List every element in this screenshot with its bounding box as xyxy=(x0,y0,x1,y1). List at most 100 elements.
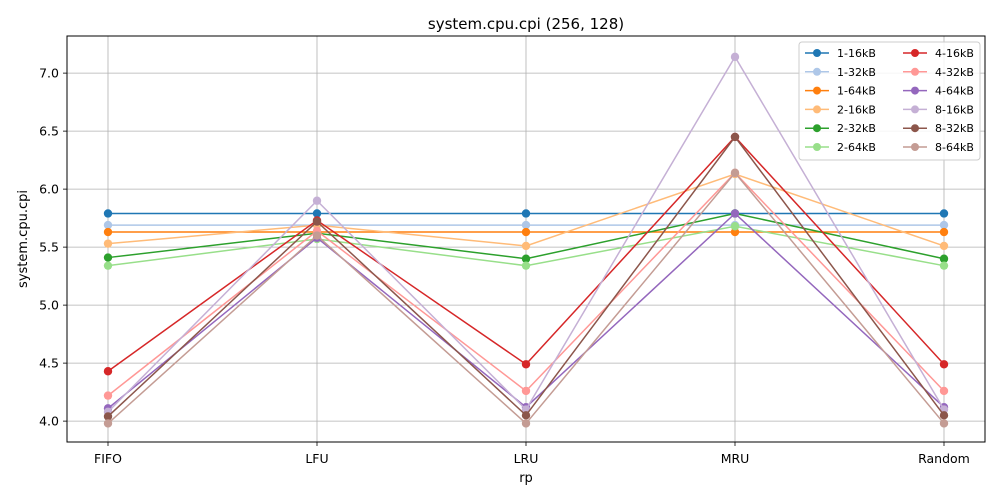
data-point xyxy=(521,227,531,237)
legend-item: 1-16kB xyxy=(805,47,876,60)
data-point xyxy=(939,386,949,396)
data-point xyxy=(521,386,531,396)
y-tick-label: 5.5 xyxy=(39,240,59,255)
legend-marker xyxy=(911,86,919,95)
data-point xyxy=(521,360,531,369)
legend-label: 4-16kB xyxy=(935,47,974,60)
data-point xyxy=(103,367,113,376)
data-point xyxy=(103,391,113,400)
y-tick-label: 4.0 xyxy=(39,414,59,429)
legend-item: 8-64kB xyxy=(903,141,974,154)
data-point xyxy=(730,168,740,178)
legend-label: 1-32kB xyxy=(837,66,876,79)
data-point xyxy=(312,217,322,226)
x-tick-label: MRU xyxy=(721,451,750,466)
legend-label: 8-32kB xyxy=(935,122,974,135)
legend-item: 8-32kB xyxy=(903,122,974,135)
series-8-64kB xyxy=(103,168,949,428)
data-point xyxy=(730,52,740,62)
legend-item: 1-64kB xyxy=(805,85,876,98)
legend-label: 2-64kB xyxy=(837,141,876,154)
data-point xyxy=(730,227,740,237)
x-axis-label: rp xyxy=(519,471,533,486)
legend-marker xyxy=(911,67,919,76)
y-tick-label: 6.5 xyxy=(39,124,59,139)
legend-item: 2-16kB xyxy=(805,103,876,116)
series-layer xyxy=(103,52,949,428)
legend-marker xyxy=(813,67,821,76)
legend-label: 2-16kB xyxy=(837,103,876,116)
series-8-32kB xyxy=(103,132,949,421)
legend-item: 4-32kB xyxy=(903,66,974,79)
legend-label: 4-64kB xyxy=(935,85,974,98)
data-point xyxy=(939,227,949,237)
data-point xyxy=(521,220,531,230)
data-point xyxy=(103,227,113,237)
y-tick-label: 5.0 xyxy=(39,298,59,313)
x-tick-label: Random xyxy=(918,451,970,466)
legend-label: 8-64kB xyxy=(935,141,974,154)
data-point xyxy=(103,220,113,230)
data-point xyxy=(103,419,113,428)
x-axis: FIFO LFU LRU MRU Random xyxy=(94,442,970,466)
data-point xyxy=(521,411,531,420)
data-point xyxy=(939,261,949,270)
data-point xyxy=(312,209,322,218)
legend-label: 1-64kB xyxy=(837,85,876,98)
data-point xyxy=(521,419,531,428)
x-tick-label: LRU xyxy=(514,451,539,466)
legend: 1-16kB 1-32kB 1-64kB 2-16kB 2-32kB 2-64kB 4-16… xyxy=(798,41,981,161)
data-point xyxy=(939,254,949,263)
data-point xyxy=(521,254,531,263)
legend-marker xyxy=(911,124,919,133)
data-point xyxy=(103,239,113,248)
x-tick-label: LFU xyxy=(305,451,328,466)
data-point xyxy=(939,360,949,369)
legend-item: 1-32kB xyxy=(805,66,876,79)
data-point xyxy=(730,209,740,218)
data-point xyxy=(730,222,740,231)
data-point xyxy=(521,261,531,270)
data-point xyxy=(939,411,949,420)
legend-box xyxy=(798,41,981,161)
data-point xyxy=(521,241,531,251)
legend-marker xyxy=(911,105,919,114)
data-point xyxy=(103,253,113,262)
y-tick-label: 6.0 xyxy=(39,182,59,197)
legend-label: 2-32kB xyxy=(837,122,876,135)
legend-marker xyxy=(813,86,821,95)
legend-marker xyxy=(813,105,821,114)
series-2-64kB xyxy=(103,222,949,270)
legend-label: 1-16kB xyxy=(837,47,876,60)
chart-title: system.cpu.cpi (256, 128) xyxy=(428,15,624,33)
data-point xyxy=(103,209,113,218)
data-point xyxy=(312,196,322,205)
legend-item: 4-16kB xyxy=(903,47,974,60)
legend-marker xyxy=(813,143,821,151)
x-tick-label: FIFO xyxy=(94,451,122,466)
y-axis: 4.0 4.5 5.0 5.5 6.0 6.5 7.0 xyxy=(39,66,67,429)
legend-item: 4-64kB xyxy=(903,85,974,98)
legend-marker xyxy=(813,124,821,133)
data-point xyxy=(939,220,949,230)
legend-item: 2-64kB xyxy=(805,141,876,154)
data-point xyxy=(730,132,740,142)
y-tick-label: 7.0 xyxy=(39,66,59,81)
y-tick-label: 4.5 xyxy=(39,356,59,371)
legend-marker xyxy=(911,143,919,151)
data-point xyxy=(939,241,949,251)
legend-item: 2-32kB xyxy=(805,122,876,135)
legend-marker xyxy=(813,49,821,57)
data-point xyxy=(939,419,949,428)
legend-marker xyxy=(911,49,919,57)
data-point xyxy=(312,231,322,240)
data-point xyxy=(103,261,113,270)
y-axis-label: system.cpu.cpi xyxy=(16,190,31,288)
data-point xyxy=(103,412,113,421)
legend-item: 8-16kB xyxy=(903,103,974,116)
legend-label: 8-16kB xyxy=(935,103,974,116)
data-point xyxy=(521,209,531,218)
legend-label: 4-32kB xyxy=(935,66,974,79)
series-1-16kB xyxy=(103,209,949,218)
